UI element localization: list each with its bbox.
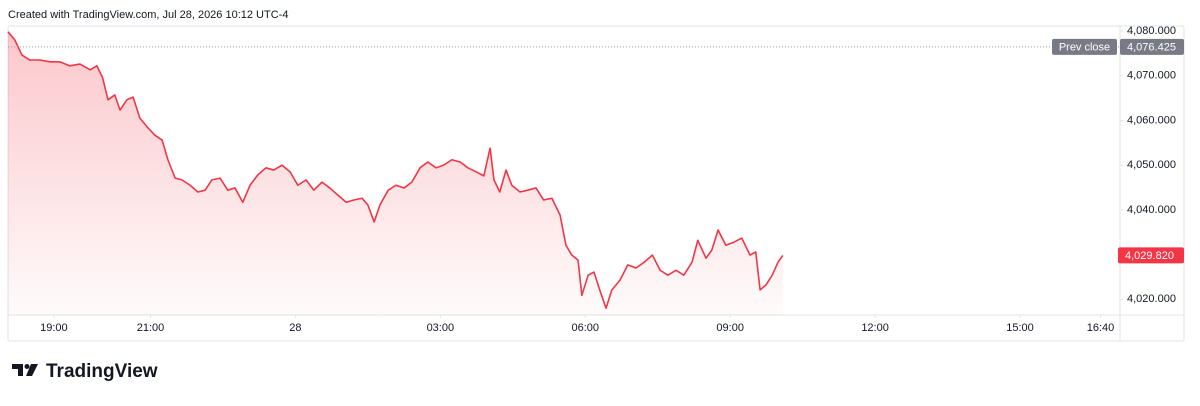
x-tick-label: 09:00 (716, 322, 744, 334)
prev-close-tag (1052, 38, 1117, 55)
prev-close-label: Prev close (1059, 41, 1110, 53)
x-tick-label: 21:00 (137, 322, 165, 334)
x-tick-label: 03:00 (427, 322, 455, 334)
y-tick-label: 4,080.000 (1127, 25, 1176, 37)
x-tick-label: 28 (289, 322, 301, 334)
x-tick-label: 12:00 (861, 322, 889, 334)
y-tick-label: 4,020.000 (1127, 293, 1176, 305)
x-tick-label: 06:00 (571, 322, 599, 334)
brand: TradingView (46, 361, 158, 382)
logo (12, 364, 38, 376)
y-tick-label: 4,070.000 (1127, 70, 1176, 82)
x-tick-label: 16:40 (1087, 322, 1115, 334)
x-tick-label: 19:00 (40, 322, 68, 334)
y-tick-label: 4,040.000 (1127, 204, 1176, 216)
x-tick-label: 15:00 (1006, 322, 1034, 334)
last-price-value: 4,029.820 (1125, 250, 1174, 262)
price-line (7, 31, 784, 310)
area-fill (8, 31, 783, 315)
y-tick-label: 4,050.000 (1127, 159, 1176, 171)
prev-close-value-box (1120, 38, 1184, 55)
last-price-box (1118, 247, 1184, 264)
prev-close-value: 4,076.425 (1127, 41, 1176, 53)
chart-title: Created with TradingView.com, Jul 28, 20… (8, 9, 288, 21)
y-tick-label: 4,060.000 (1127, 114, 1176, 126)
